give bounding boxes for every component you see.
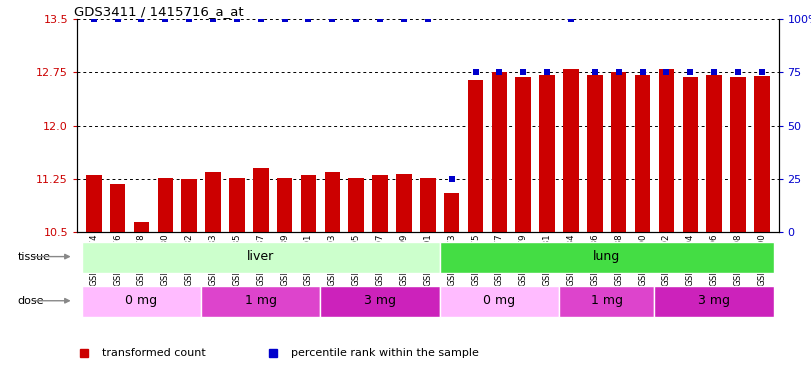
Text: percentile rank within the sample: percentile rank within the sample xyxy=(291,348,478,358)
Bar xyxy=(440,242,774,273)
Bar xyxy=(201,286,320,317)
Bar xyxy=(706,74,722,384)
Bar xyxy=(587,74,603,384)
Bar xyxy=(468,79,483,384)
Bar xyxy=(635,74,650,384)
Bar xyxy=(324,172,340,384)
Bar xyxy=(444,193,459,384)
Bar xyxy=(372,175,388,384)
Bar xyxy=(277,178,293,384)
Bar xyxy=(320,286,440,317)
Bar xyxy=(611,73,626,384)
Bar xyxy=(82,242,440,273)
Bar xyxy=(559,286,654,317)
Text: GDS3411 / 1415716_a_at: GDS3411 / 1415716_a_at xyxy=(74,5,243,18)
Text: liver: liver xyxy=(247,250,274,263)
Bar xyxy=(659,69,674,384)
Text: 1 mg: 1 mg xyxy=(590,294,623,307)
Bar xyxy=(182,179,197,384)
Text: dose: dose xyxy=(17,296,44,306)
Bar xyxy=(491,73,507,384)
Bar xyxy=(539,74,555,384)
Bar xyxy=(205,172,221,384)
Bar xyxy=(654,286,774,317)
Text: transformed count: transformed count xyxy=(101,348,205,358)
Text: 0 mg: 0 mg xyxy=(126,294,157,307)
Bar xyxy=(253,169,268,384)
Text: 3 mg: 3 mg xyxy=(364,294,396,307)
Bar xyxy=(301,175,316,384)
Bar xyxy=(563,69,579,384)
Bar xyxy=(134,222,149,384)
Bar xyxy=(754,76,770,384)
Bar xyxy=(157,178,173,384)
Text: lung: lung xyxy=(593,250,620,263)
Bar xyxy=(683,78,698,384)
Text: 0 mg: 0 mg xyxy=(483,294,516,307)
Bar xyxy=(516,78,531,384)
Bar xyxy=(420,178,436,384)
Text: 1 mg: 1 mg xyxy=(245,294,277,307)
Text: 3 mg: 3 mg xyxy=(698,294,730,307)
Bar xyxy=(109,184,126,384)
Bar xyxy=(730,78,746,384)
Bar xyxy=(440,286,559,317)
Text: tissue: tissue xyxy=(17,252,50,262)
Bar xyxy=(82,286,201,317)
Bar xyxy=(397,174,412,384)
Bar xyxy=(86,175,101,384)
Bar xyxy=(349,178,364,384)
Bar xyxy=(230,178,245,384)
